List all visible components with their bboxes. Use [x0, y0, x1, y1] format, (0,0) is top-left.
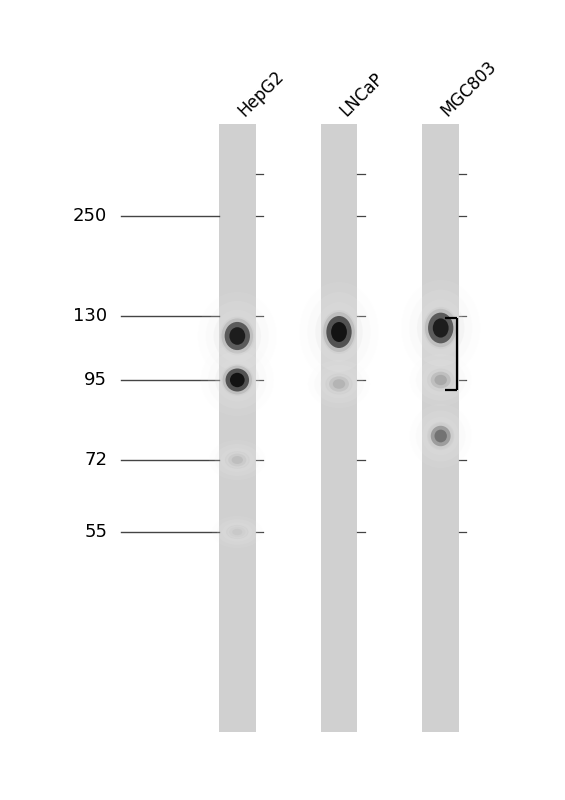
Ellipse shape: [201, 344, 274, 416]
Ellipse shape: [206, 301, 269, 371]
Ellipse shape: [215, 444, 260, 476]
Text: HepG2: HepG2: [234, 67, 288, 120]
Ellipse shape: [225, 322, 250, 350]
Bar: [423, 124, 459, 732]
Ellipse shape: [410, 354, 472, 406]
Ellipse shape: [427, 422, 454, 450]
Ellipse shape: [409, 290, 472, 366]
Ellipse shape: [433, 318, 449, 338]
Ellipse shape: [428, 370, 453, 390]
Ellipse shape: [198, 292, 277, 380]
Ellipse shape: [232, 456, 243, 464]
Ellipse shape: [401, 280, 480, 376]
Ellipse shape: [327, 316, 351, 348]
Ellipse shape: [416, 359, 466, 401]
Ellipse shape: [220, 448, 254, 472]
Text: 95: 95: [84, 371, 107, 389]
Ellipse shape: [221, 364, 254, 396]
Text: LNCaP: LNCaP: [336, 70, 386, 120]
Ellipse shape: [226, 525, 249, 539]
Text: 130: 130: [73, 307, 107, 325]
Text: MGC803: MGC803: [438, 58, 501, 120]
Ellipse shape: [227, 526, 247, 538]
Ellipse shape: [314, 365, 364, 403]
Ellipse shape: [299, 282, 379, 382]
Ellipse shape: [323, 312, 355, 352]
Ellipse shape: [232, 529, 242, 535]
Ellipse shape: [229, 327, 245, 345]
Ellipse shape: [333, 379, 345, 389]
Ellipse shape: [428, 313, 453, 343]
Ellipse shape: [209, 440, 266, 480]
Ellipse shape: [220, 317, 255, 355]
Ellipse shape: [222, 522, 253, 542]
Ellipse shape: [226, 452, 249, 468]
Ellipse shape: [225, 451, 250, 469]
Text: 250: 250: [73, 207, 107, 225]
Ellipse shape: [212, 516, 263, 548]
Bar: [321, 124, 358, 732]
Ellipse shape: [230, 373, 245, 387]
Ellipse shape: [422, 417, 459, 455]
Ellipse shape: [327, 374, 351, 394]
Ellipse shape: [221, 318, 253, 354]
Ellipse shape: [228, 454, 246, 466]
Ellipse shape: [331, 322, 347, 342]
Bar: [219, 124, 255, 732]
Ellipse shape: [307, 292, 371, 372]
Ellipse shape: [425, 309, 457, 347]
Ellipse shape: [431, 426, 451, 446]
Ellipse shape: [329, 376, 349, 392]
Ellipse shape: [321, 310, 357, 354]
Ellipse shape: [229, 527, 245, 537]
Ellipse shape: [431, 372, 451, 388]
Ellipse shape: [434, 430, 447, 442]
Ellipse shape: [417, 299, 464, 357]
Ellipse shape: [422, 364, 459, 396]
Ellipse shape: [434, 374, 447, 385]
Ellipse shape: [325, 374, 353, 394]
Ellipse shape: [410, 404, 472, 468]
Ellipse shape: [315, 302, 363, 362]
Ellipse shape: [214, 310, 261, 362]
Ellipse shape: [208, 351, 267, 409]
Ellipse shape: [217, 519, 258, 545]
Ellipse shape: [223, 366, 252, 394]
Ellipse shape: [320, 370, 358, 398]
Ellipse shape: [423, 307, 458, 349]
Ellipse shape: [427, 369, 454, 391]
Ellipse shape: [308, 360, 370, 408]
Ellipse shape: [215, 358, 259, 402]
Ellipse shape: [225, 369, 249, 391]
Ellipse shape: [416, 410, 466, 462]
Text: 72: 72: [84, 451, 107, 469]
Text: 55: 55: [84, 523, 107, 541]
Ellipse shape: [428, 423, 453, 449]
